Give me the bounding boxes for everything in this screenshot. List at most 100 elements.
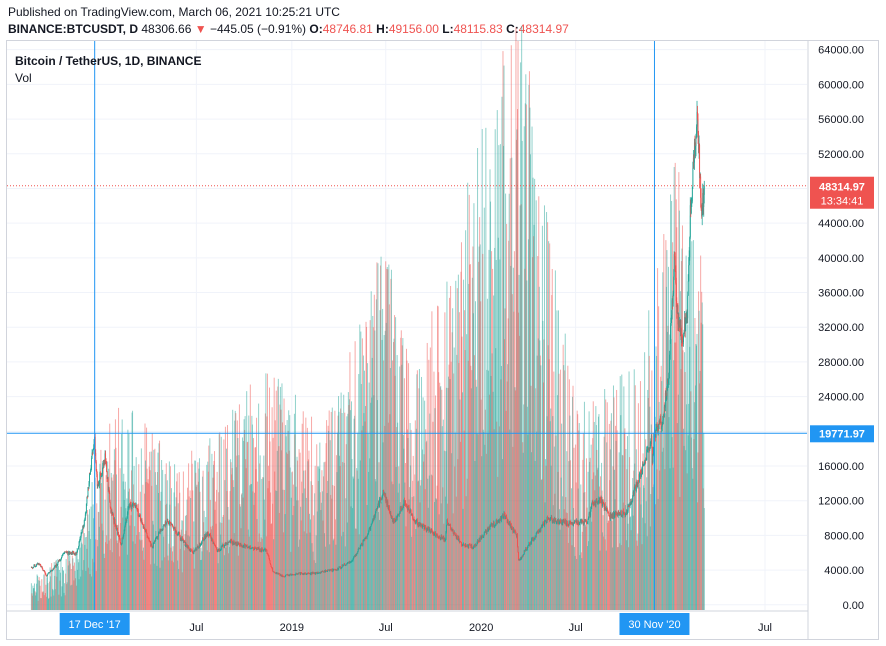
candle-body <box>87 487 89 497</box>
candle-body <box>76 552 77 554</box>
volume-bar <box>436 499 438 610</box>
volume-bar <box>677 315 679 610</box>
candle-body <box>69 551 71 555</box>
volume-bar <box>432 534 434 610</box>
candle-body <box>467 544 469 548</box>
candle-body <box>244 544 246 548</box>
volume-bar <box>428 475 430 610</box>
volume-bar <box>680 369 682 610</box>
candle-body <box>125 519 127 524</box>
candle-body <box>432 532 434 535</box>
candle-body <box>298 572 300 574</box>
candle-body <box>206 533 208 538</box>
candle-body <box>111 514 113 515</box>
candle-body <box>30 566 32 568</box>
candle-body <box>246 545 248 547</box>
volume-bar <box>241 494 243 610</box>
volume-bar <box>96 503 98 610</box>
volume-bar <box>41 591 43 610</box>
candle-body <box>68 551 70 555</box>
volume-bar <box>45 596 47 610</box>
candle-body <box>662 420 664 423</box>
candle-body <box>445 525 447 533</box>
candle-body <box>237 542 239 545</box>
volume-bar <box>567 365 569 610</box>
candle-body <box>588 513 590 517</box>
volume-bar <box>367 433 369 610</box>
candle-body <box>546 522 548 524</box>
volume-bar <box>450 361 452 610</box>
candle-body <box>661 422 663 427</box>
volume-bar <box>408 363 410 610</box>
candle-body <box>389 513 391 515</box>
volume-bar <box>400 330 402 610</box>
candle-body <box>113 519 115 523</box>
candle-body <box>576 520 578 523</box>
candle-body <box>63 553 65 554</box>
candle-body <box>502 515 503 517</box>
candle-body <box>374 515 376 518</box>
volume-bar <box>537 338 539 610</box>
volume-bar <box>224 426 226 610</box>
legend-title: Bitcoin / TetherUS, 1D, BINANCE <box>15 54 202 68</box>
candle-body <box>158 532 159 536</box>
volume-bar <box>547 345 549 610</box>
candle-body <box>227 543 228 545</box>
volume-bar <box>93 518 95 610</box>
candle-body <box>433 532 434 535</box>
candle-body <box>60 559 62 561</box>
last-price-value: 48314.97 <box>819 182 865 194</box>
candle-body <box>350 562 352 563</box>
candle-body <box>471 547 473 549</box>
candle-body <box>447 520 448 525</box>
candle-body <box>233 541 235 544</box>
volume-bar <box>236 420 238 610</box>
candle-body <box>147 536 149 538</box>
volume-bar <box>510 45 512 610</box>
candle-body <box>584 519 586 522</box>
candle-body <box>281 574 283 577</box>
volume-bar <box>51 570 53 610</box>
volume-bar <box>466 334 468 610</box>
volume-bar <box>426 440 428 610</box>
volume-bar <box>154 448 156 610</box>
candle-body <box>609 513 611 519</box>
volume-bar <box>374 330 376 610</box>
candle-body <box>332 569 334 572</box>
volume-bar <box>391 481 393 610</box>
volume-bar <box>600 495 602 610</box>
volume-bar <box>277 378 279 610</box>
candle-body <box>534 536 536 539</box>
last-price: 48306.66 <box>141 22 192 36</box>
volume-bar <box>201 559 203 610</box>
volume-bar <box>172 546 174 610</box>
volume-bar <box>155 531 157 610</box>
candle-body <box>576 520 578 524</box>
candle-body <box>185 542 186 546</box>
candle-body <box>388 505 390 512</box>
volume-bar <box>497 237 499 610</box>
candle-body <box>101 473 103 475</box>
candle-body <box>384 493 386 497</box>
volume-bar <box>112 474 114 610</box>
volume-bar <box>74 570 76 610</box>
volume-bar <box>445 387 447 610</box>
candle-body <box>157 537 158 539</box>
volume-bar <box>192 547 194 610</box>
volume-bar <box>672 467 674 610</box>
volume-bar <box>351 459 353 610</box>
candle-body <box>664 392 666 408</box>
candle-body <box>417 523 419 526</box>
volume-bar <box>162 469 164 610</box>
volume-bar <box>644 352 646 610</box>
volume-bar <box>498 426 500 610</box>
candle-body <box>273 571 275 573</box>
volume-bar <box>65 573 67 610</box>
volume-bar <box>651 460 653 610</box>
volume-bar <box>613 397 615 610</box>
volume-bar <box>142 484 144 610</box>
volume-bar <box>78 579 80 610</box>
candle-body <box>600 497 601 502</box>
volume-bar <box>518 312 520 610</box>
